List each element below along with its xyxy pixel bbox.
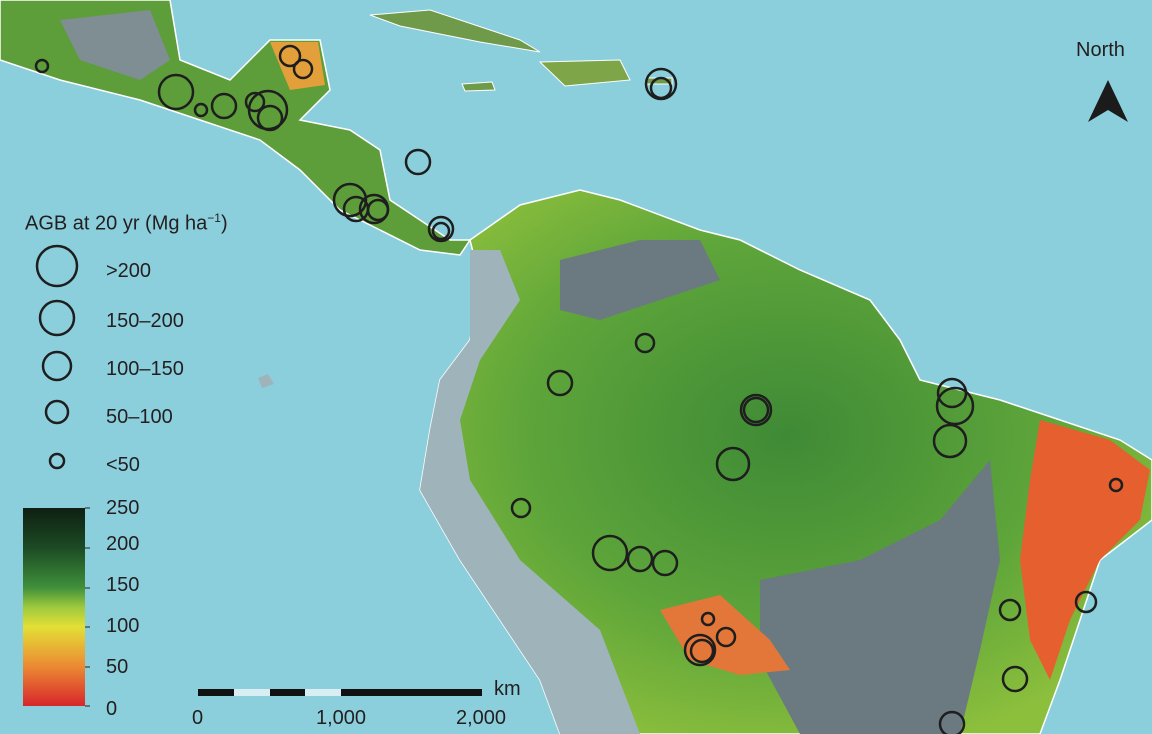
scale-bar <box>198 689 482 696</box>
study-site-marker <box>626 545 654 573</box>
study-site-marker <box>649 76 673 100</box>
legend-title-text: AGB at 20 yr (Mg ha <box>25 212 208 235</box>
lowland-gray-east <box>760 460 1000 734</box>
study-site-marker <box>1001 665 1029 693</box>
study-site-marker <box>591 534 629 572</box>
study-site-marker <box>292 58 314 80</box>
study-site-marker <box>634 332 656 354</box>
legend-title-sup: −1 <box>207 211 221 225</box>
yucatan-low-agb <box>270 42 325 90</box>
study-site-marker <box>715 626 737 648</box>
legend-size-circle <box>35 244 79 288</box>
study-site-marker <box>938 710 966 734</box>
study-site-marker <box>546 369 574 397</box>
study-site-marker <box>244 91 266 113</box>
mexico-highlands <box>60 10 170 80</box>
study-site-marker <box>427 215 455 243</box>
size-class-label: 50–100 <box>106 406 173 428</box>
study-sites <box>34 44 1124 734</box>
study-site-marker <box>510 497 532 519</box>
scale-unit: km <box>494 678 521 700</box>
legend-size-circle <box>41 350 73 382</box>
study-site-marker <box>210 92 238 120</box>
study-site-marker <box>935 386 975 426</box>
study-site-marker <box>157 73 195 111</box>
legend-size-circle <box>48 452 66 470</box>
study-site-marker <box>256 104 284 132</box>
andes-highlands <box>420 250 640 734</box>
size-class-label: 100–150 <box>106 358 184 380</box>
colorbar-tick: 100 <box>106 615 140 637</box>
colorbar-tick: 200 <box>106 533 140 555</box>
colorbar-tick: 150 <box>106 574 140 596</box>
size-class-label: <50 <box>106 454 140 476</box>
scale-label: 2,000 <box>456 707 507 729</box>
study-site-marker <box>715 446 751 482</box>
study-site-marker <box>932 423 968 459</box>
cuba <box>369 9 541 53</box>
hispaniola <box>538 59 631 87</box>
study-site-marker <box>689 638 715 664</box>
study-site-marker <box>431 221 451 241</box>
study-site-marker <box>651 549 679 577</box>
study-site-marker <box>34 58 50 74</box>
jamaica <box>461 81 496 92</box>
study-site-marker <box>1074 590 1098 614</box>
scale-label: 1,000 <box>316 707 367 729</box>
north-arrow-icon <box>1088 80 1128 122</box>
north-label: North <box>1076 39 1125 61</box>
legend-size-circle <box>44 399 70 425</box>
atlantic-coast-low-agb <box>1020 420 1150 680</box>
study-site-marker <box>683 633 717 667</box>
study-site-marker <box>700 611 716 627</box>
galapagos <box>258 374 274 388</box>
study-site-marker <box>193 102 209 118</box>
legend-size-circle <box>38 299 76 337</box>
size-class-label: >200 <box>106 260 152 282</box>
legend-title-close: ) <box>220 212 228 235</box>
study-site-marker <box>332 182 368 218</box>
colorbar-tick: 0 <box>106 698 118 720</box>
scale-label: 0 <box>192 707 204 729</box>
size-class-label: 150–200 <box>106 310 184 332</box>
colorbar-tick: 50 <box>106 656 129 678</box>
study-site-marker <box>739 393 773 427</box>
colorbar-tick: 250 <box>106 497 140 519</box>
lowland-gray-north <box>560 240 720 320</box>
study-site-marker <box>366 198 390 222</box>
legend-title: AGB at 20 yr (Mg ha−1) <box>25 211 228 236</box>
study-site-marker <box>404 148 432 176</box>
colorbar <box>23 508 85 706</box>
study-site-marker <box>1108 477 1124 493</box>
study-site-marker <box>998 598 1022 622</box>
study-site-marker <box>278 44 302 68</box>
study-site-marker <box>742 396 770 424</box>
